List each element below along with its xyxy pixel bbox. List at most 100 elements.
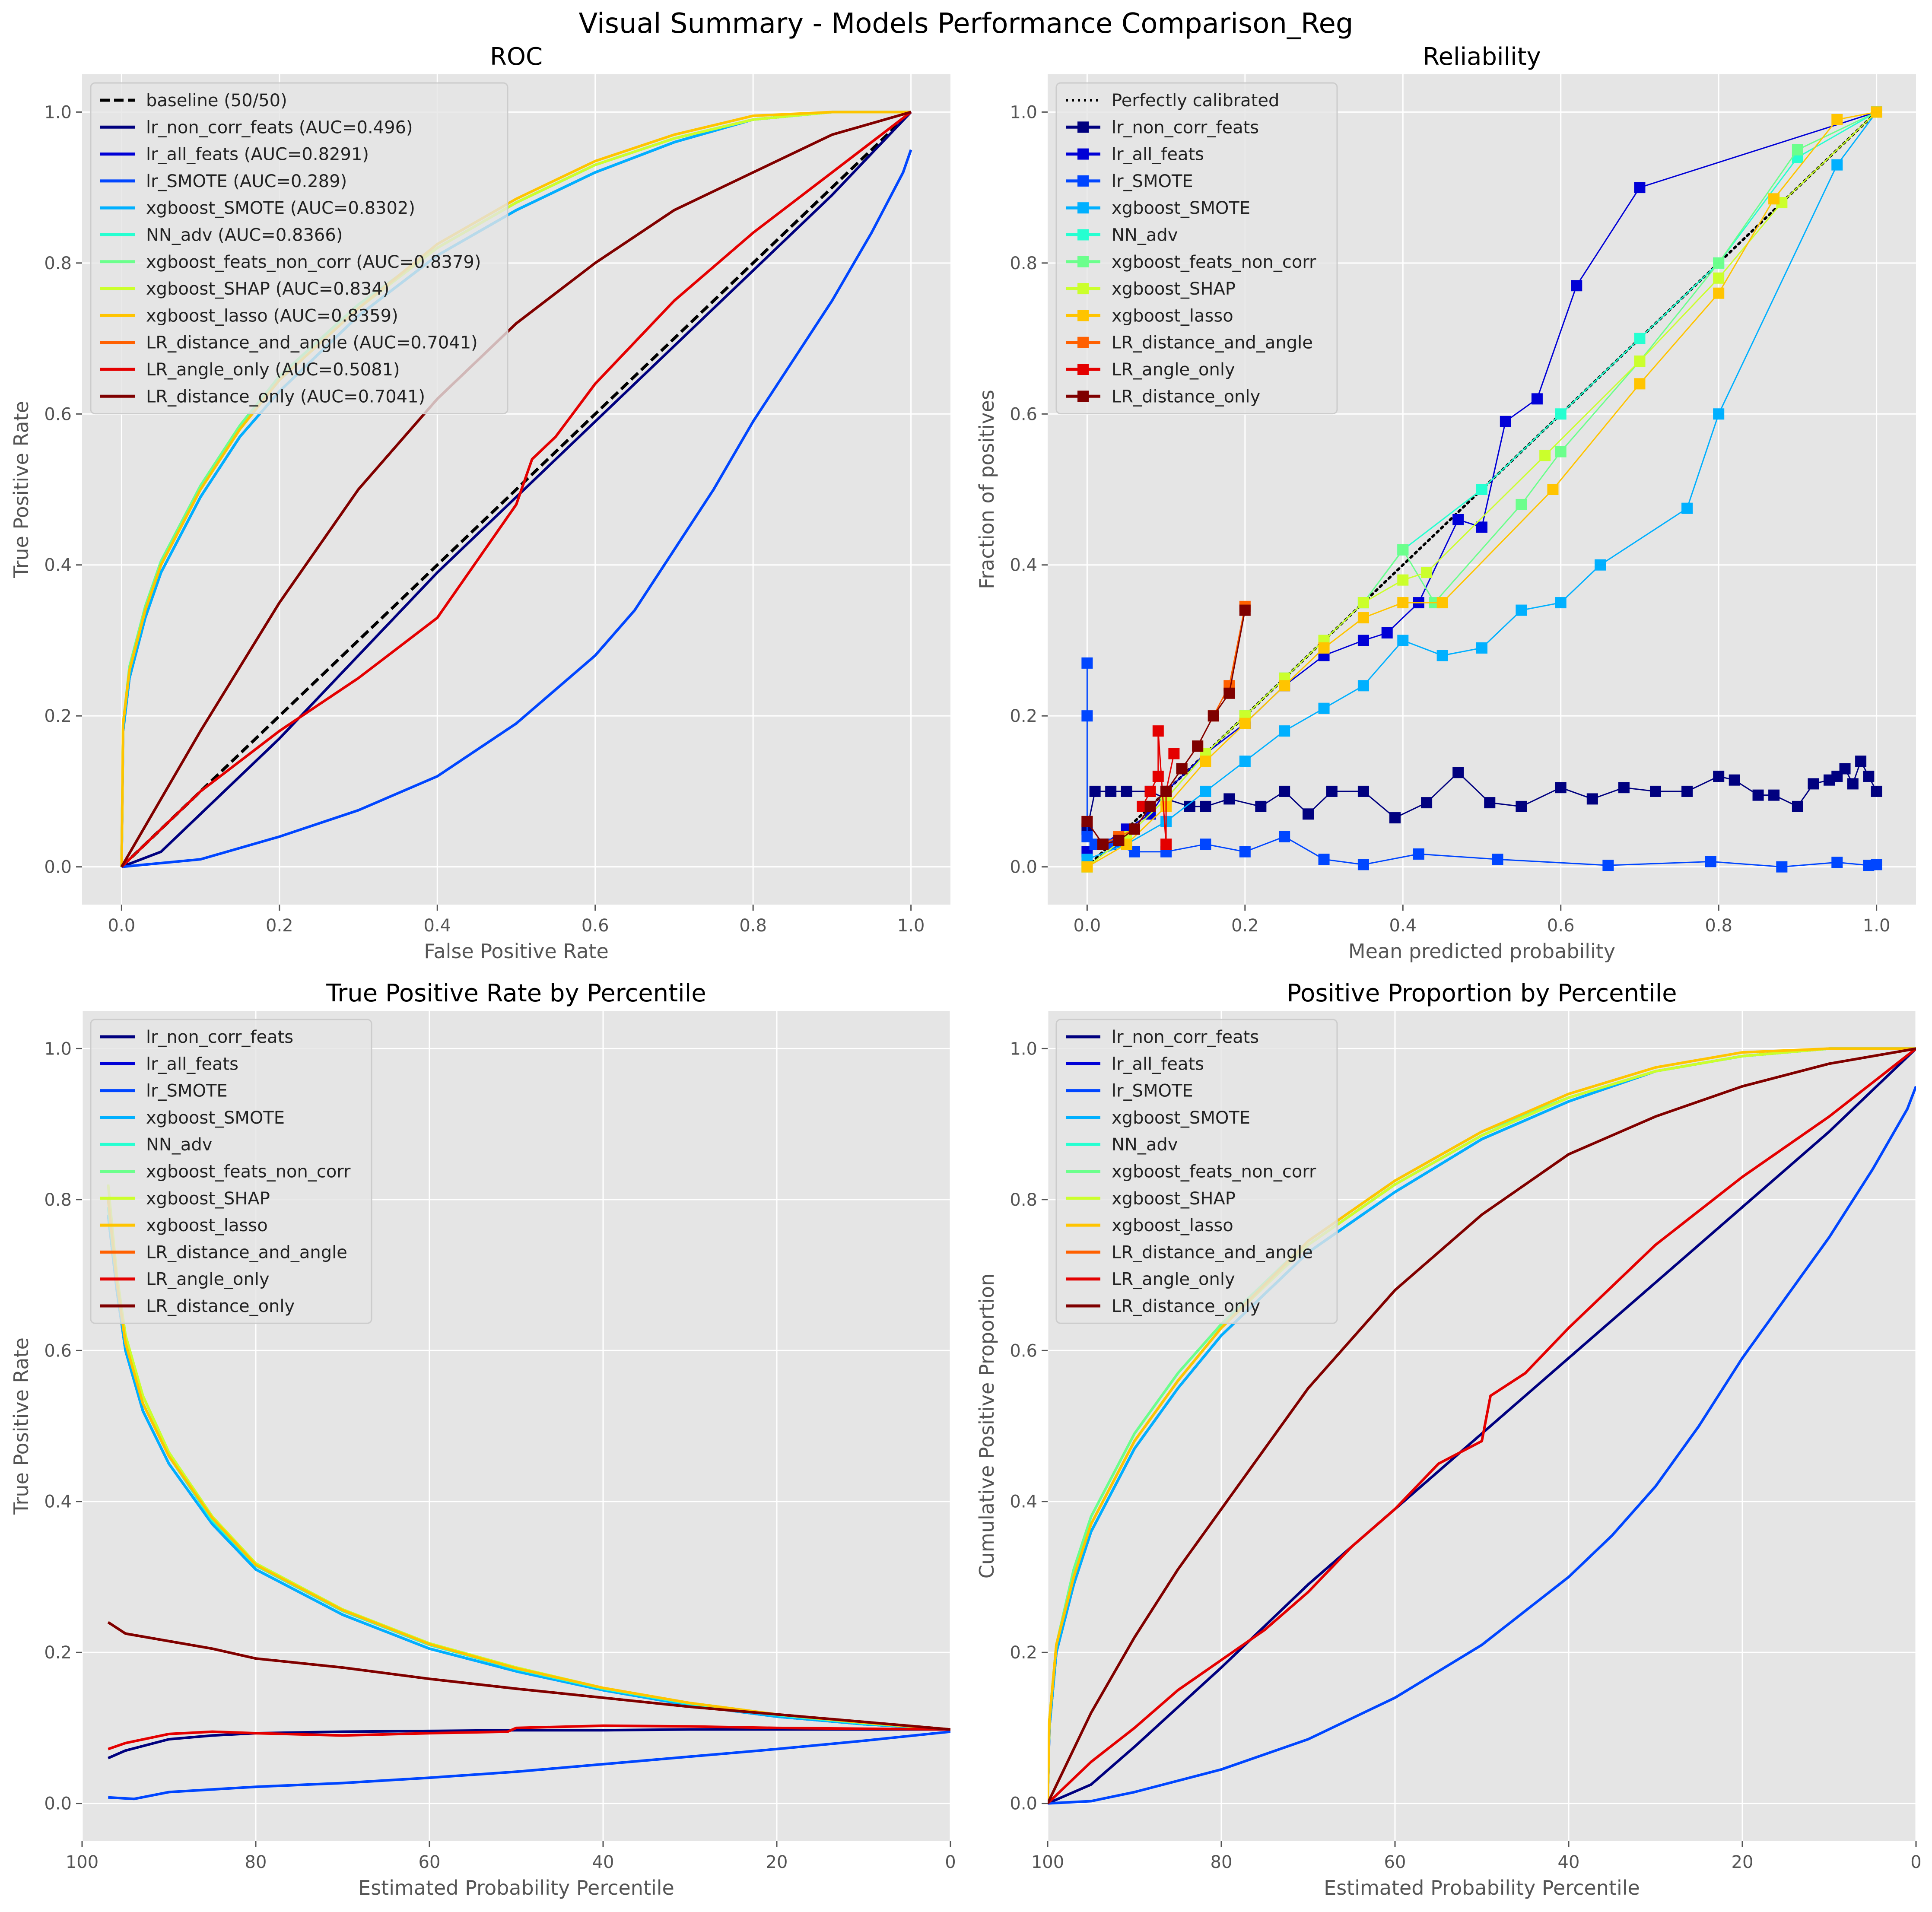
tpr_percentile-legend-label: xgboost_lasso [146,1216,268,1235]
reliability-marker-xgboost-shap [1397,574,1409,586]
reliability-marker-lr-non-corr-feats [1768,789,1780,801]
reliability-x-axis-label: Mean predicted probability [1348,940,1615,963]
reliability-legend-label: lr_non_corr_feats [1112,118,1259,137]
positive_proportion-x-tick-label: 100 [1031,1852,1064,1872]
tpr_percentile-legend-label: lr_SMOTE [146,1081,228,1101]
roc-legend-label: lr_non_corr_feats (AUC=0.496) [146,118,413,137]
reliability-marker-xgboost-smote [1476,642,1487,654]
positive_proportion-y-tick-label: 0.0 [1010,1794,1037,1814]
reliability-marker-lr-non-corr-feats [1089,785,1101,797]
tpr_percentile-legend-label: NN_adv [146,1135,212,1155]
roc-legend-label: lr_SMOTE (AUC=0.289) [146,172,347,191]
reliability-marker-xgboost-smote [1318,702,1330,714]
reliability-marker-nn-adv [1634,333,1646,344]
roc-series-lr-angle-only-auc-0-5081 [121,111,912,868]
reliability-legend-marker [1077,391,1089,402]
tpr_percentile-x-tick-label: 60 [419,1852,441,1872]
reliability-legend-marker [1077,283,1089,295]
reliability-legend-label: xgboost_SMOTE [1112,198,1250,218]
roc-x-tick-label: 0.4 [423,916,451,936]
reliability-legend-label: xgboost_feats_non_corr [1112,252,1316,272]
reliability-marker-xgboost-shap [1713,272,1725,284]
reliability-marker-lr-smote [1492,854,1503,865]
reliability-marker-lr-non-corr-feats [1200,800,1211,812]
reliability-marker-lr-angle-only [1144,785,1156,797]
reliability-marker-lr-all-feats [1381,627,1393,638]
positive_proportion-legend-label: lr_all_feats [1112,1054,1204,1074]
reliability-marker-xgboost-lasso [1081,861,1093,873]
reliability-marker-lr-angle-only [1160,838,1172,850]
positive_proportion-title: Positive Proportion by Percentile [1287,979,1677,1007]
tpr_percentile-y-tick-label: 0.8 [44,1190,72,1210]
roc-x-tick-label: 0.8 [739,916,767,936]
reliability-marker-xgboost-lasso [1279,680,1290,692]
reliability-y-tick-label: 0.6 [1010,404,1037,424]
tpr_percentile-series-lr-non-corr-feats [108,1728,950,1760]
reliability-marker-lr-non-corr-feats [1303,808,1314,820]
positive_proportion-legend-label: xgboost_SHAP [1112,1189,1236,1209]
tpr_percentile-legend-box [90,1019,372,1324]
reliability-marker-xgboost-lasso [1318,642,1330,654]
reliability-marker-xgboost-lasso [1768,193,1780,205]
reliability-marker-lr-non-corr-feats [1255,800,1267,812]
reliability-marker-lr-all-feats [1452,514,1464,525]
reliability-marker-lr-smote [1871,859,1882,870]
tpr_percentile-legend-label: LR_distance_and_angle [146,1242,347,1262]
reliability-legend-box [1055,82,1338,415]
reliability-legend-label: Perfectly calibrated [1112,91,1279,111]
reliability-marker-lr-non-corr-feats [1808,778,1819,790]
reliability-marker-lr-angle-only [1152,725,1164,737]
reliability-marker-lr-non-corr-feats [1871,785,1882,797]
reliability-marker-xgboost-shap [1539,450,1551,461]
reliability-marker-lr-smote [1705,856,1716,867]
roc-y-tick-label: 0.6 [44,404,72,424]
reliability-marker-xgboost-smote [1397,635,1409,646]
roc-x-tick-label: 0.2 [266,916,293,936]
tpr_percentile-legend-label: LR_distance_only [146,1296,295,1316]
reliability-marker-xgboost-smote [1200,785,1211,797]
reliability-marker-xgboost-lasso [1634,378,1646,390]
reliability-legend-label: LR_angle_only [1112,360,1235,380]
roc-y-tick-label: 0.8 [44,254,72,273]
positive_proportion-legend-label: xgboost_feats_non_corr [1112,1162,1316,1182]
roc-legend-label: LR_distance_only (AUC=0.7041) [146,387,425,407]
reliability-marker-xgboost-smote [1555,597,1567,609]
tpr_percentile-title: True Positive Rate by Percentile [326,979,706,1007]
reliability-legend-label: NN_adv [1112,226,1178,245]
reliability-marker-lr-non-corr-feats [1357,785,1369,797]
reliability-marker-xgboost-smote [1436,650,1448,661]
positive_proportion-x-tick-label: 0 [1910,1852,1921,1872]
tpr_percentile-legend-label: LR_angle_only [146,1270,270,1289]
positive_proportion-legend-label: LR_distance_and_angle [1112,1242,1313,1262]
reliability-marker-xgboost-lasso [1713,287,1725,299]
tpr_percentile-legend-label: lr_non_corr_feats [146,1027,293,1047]
tpr_percentile-series-lr-distance-only [107,1621,950,1731]
reliability-marker-lr-non-corr-feats [1839,763,1851,775]
reliability-marker-lr-distance-only [1144,800,1156,812]
reliability-marker-lr-distance-only [1176,763,1188,775]
reliability-marker-xgboost-lasso [1397,597,1409,609]
reliability-legend-marker [1077,256,1089,267]
positive_proportion-x-tick-label: 60 [1384,1852,1406,1872]
positive_proportion-legend-label: lr_non_corr_feats [1112,1027,1259,1047]
tpr_percentile-series-group [107,1184,950,1801]
reliability-marker-lr-all-feats [1500,416,1511,427]
reliability-marker-lr-distance-only [1097,838,1109,850]
reliability-legend-marker [1077,121,1089,133]
reliability-legend-marker [1077,148,1089,160]
reliability-legend-marker [1077,310,1089,321]
reliability-panel: 0.0 0.2 0.4 0.6 0.8 1.0 0.0 0.2 0.4 0.6 0.8 1.0 Mean… [975,43,1916,963]
reliability-marker-lr-non-corr-feats [1516,800,1527,812]
roc-legend-box [90,82,508,415]
reliability-marker-lr-smote [1831,857,1843,868]
reliability-marker-lr-non-corr-feats [1729,774,1740,786]
reliability-marker-xgboost-shap [1634,355,1646,367]
roc-x-axis-label: False Positive Rate [424,940,609,963]
reliability-marker-xgboost-smote [1279,725,1290,737]
positive_proportion-y-tick-label: 0.6 [1010,1341,1037,1361]
reliability-marker-lr-distance-only [1113,835,1125,846]
roc-legend-label: LR_angle_only (AUC=0.5081) [146,360,400,380]
reliability-y-tick-label: 1.0 [1010,102,1037,122]
positive_proportion-series-lr-smote [1048,1086,1916,1805]
